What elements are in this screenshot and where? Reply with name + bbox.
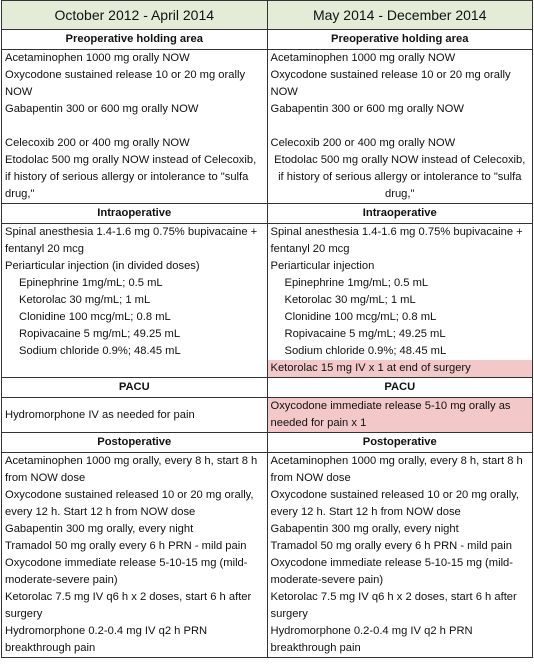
item: Etodolac 500 mg orally NOW instead of Ce… (5, 154, 257, 200)
item: Oxycodone sustained released 10 or 20 mg… (5, 489, 254, 518)
item: Spinal anesthesia 1.4-1.6 mg 0.75% bupiv… (270, 226, 523, 255)
item: Oxycodone sustained released 10 or 20 mg… (270, 489, 520, 518)
content-cell: Spinal anesthesia 1.4-1.6 mg 0.75% bupiv… (1, 223, 268, 378)
table-body: October 2012 - April 2014 May 2014 - Dec… (1, 0, 533, 658)
sub-item: Epinephrine 1mg/mL; 0.5 mL (284, 277, 429, 289)
section-title: Postoperative (1, 432, 268, 453)
item: Oxycodone immediate release 5-10-15 mg (… (5, 557, 248, 586)
content-cell: Oxycodone immediate release 5-10 mg oral… (266, 397, 533, 433)
item: Ketorolac 7.5 mg IV q6 h x 2 doses, star… (270, 591, 517, 620)
item: Gabapentin 300 mg orally, every night (5, 523, 194, 535)
item: Celecoxib 200 or 400 mg orally NOW (270, 137, 456, 149)
sub-item: Ropivacaine 5 mg/mL; 49.25 mL (19, 328, 181, 340)
item: Acetaminophen 1000 mg orally NOW (270, 52, 456, 64)
section-title-row: PACU PACU (1, 377, 533, 398)
content-cell: Acetaminophen 1000 mg orally NOW Oxycodon… (1, 49, 268, 204)
sub-item: Clonidine 100 mcg/mL; 0.8 mL (284, 311, 437, 323)
section-content-row: Acetaminophen 1000 mg orally, every 8 h,… (1, 452, 533, 658)
section-title: Postoperative (266, 432, 533, 453)
item: Periarticular injection (in divided dose… (5, 260, 200, 272)
item: Celecoxib 200 or 400 mg orally NOW (5, 137, 190, 149)
sub-item: Sodium chloride 0.9%; 48.45 mL (19, 345, 181, 357)
sub-item: Ketorolac 30 mg/mL; 1 mL (284, 294, 416, 306)
item: Hydromorphone 0.2-0.4 mg IV q2 h PRN bre… (270, 625, 473, 654)
section-title-row: Postoperative Postoperative (1, 432, 533, 453)
content-cell: Acetaminophen 1000 mg orally, every 8 h,… (1, 452, 268, 658)
section-content-row: Hydromorphone IV as needed for pain Oxyco… (1, 397, 533, 433)
item: Oxycodone sustained release 10 or 20 mg … (5, 69, 246, 98)
item: Spinal anesthesia 1.4-1.6 mg 0.75% bupiv… (5, 226, 258, 255)
section-title: PACU (266, 377, 533, 398)
item: Oxycodone sustained release 10 or 20 mg … (270, 69, 511, 98)
sub-item: Epinephrine 1mg/mL; 0.5 mL (19, 277, 163, 289)
item: Oxycodone immediate release 5-10-15 mg (… (270, 557, 514, 586)
content-cell: Acetaminophen 1000 mg orally NOW Oxycodon… (266, 49, 533, 204)
sub-item: Ketorolac 30 mg/mL; 1 mL (19, 294, 151, 306)
item: Gabapentin 300 mg orally, every night (270, 523, 459, 535)
content-cell: Acetaminophen 1000 mg orally, every 8 h,… (266, 452, 533, 658)
item: Acetaminophen 1000 mg orally NOW (5, 52, 190, 64)
item: Gabapentin 300 or 600 mg orally NOW (5, 103, 199, 115)
sub-item: Ropivacaine 5 mg/mL; 49.25 mL (284, 328, 446, 340)
protocol-table: October 2012 - April 2014 May 2014 - Dec… (1, 0, 533, 658)
item: Periarticular injection (270, 260, 375, 272)
column-header: October 2012 - April 2014 (1, 0, 268, 30)
section-content-row: Acetaminophen 1000 mg orally NOW Oxycodon… (1, 49, 533, 204)
section-content-row: Spinal anesthesia 1.4-1.6 mg 0.75% bupiv… (1, 223, 533, 378)
section-title: PACU (1, 377, 268, 398)
item: Ketorolac 15 mg IV x 1 at end of surgery (267, 360, 532, 377)
section-title: Preoperative holding area (1, 29, 268, 50)
item: Hydromorphone 0.2-0.4 mg IV q2 h PRN bre… (5, 625, 208, 654)
item: Oxycodone immediate release 5-10 mg oral… (267, 398, 532, 432)
section-title-row: Intraoperative Intraoperative (1, 203, 533, 224)
sub-item: Sodium chloride 0.9%; 48.45 mL (284, 345, 447, 357)
item: Gabapentin 300 or 600 mg orally NOW (270, 103, 464, 115)
item: Tramadol 50 mg orally every 6 h PRN - mi… (270, 540, 512, 552)
item: Ketorolac 7.5 mg IV q6 h x 2 doses, star… (5, 591, 252, 620)
item: Hydromorphone IV as needed for pain (5, 408, 195, 421)
section-title: Preoperative holding area (266, 29, 533, 50)
header-row: October 2012 - April 2014 May 2014 - Dec… (1, 0, 533, 30)
item: Etodolac 500 mg orally NOW instead of Ce… (274, 154, 526, 200)
section-title: Intraoperative (1, 203, 268, 224)
sub-item: Clonidine 100 mcg/mL; 0.8 mL (19, 311, 171, 323)
item: Acetaminophen 1000 mg orally, every 8 h,… (270, 455, 523, 484)
section-title-row: Preoperative holding area Preoperative ho… (1, 29, 533, 50)
content-cell: Hydromorphone IV as needed for pain (1, 397, 268, 433)
section-title: Intraoperative (266, 203, 533, 224)
item: Acetaminophen 1000 mg orally, every 8 h,… (5, 455, 258, 484)
content-cell: Spinal anesthesia 1.4-1.6 mg 0.75% bupiv… (266, 223, 533, 378)
item: Tramadol 50 mg orally every 6 h PRN - mi… (5, 540, 247, 552)
column-header: May 2014 - December 2014 (266, 0, 533, 30)
